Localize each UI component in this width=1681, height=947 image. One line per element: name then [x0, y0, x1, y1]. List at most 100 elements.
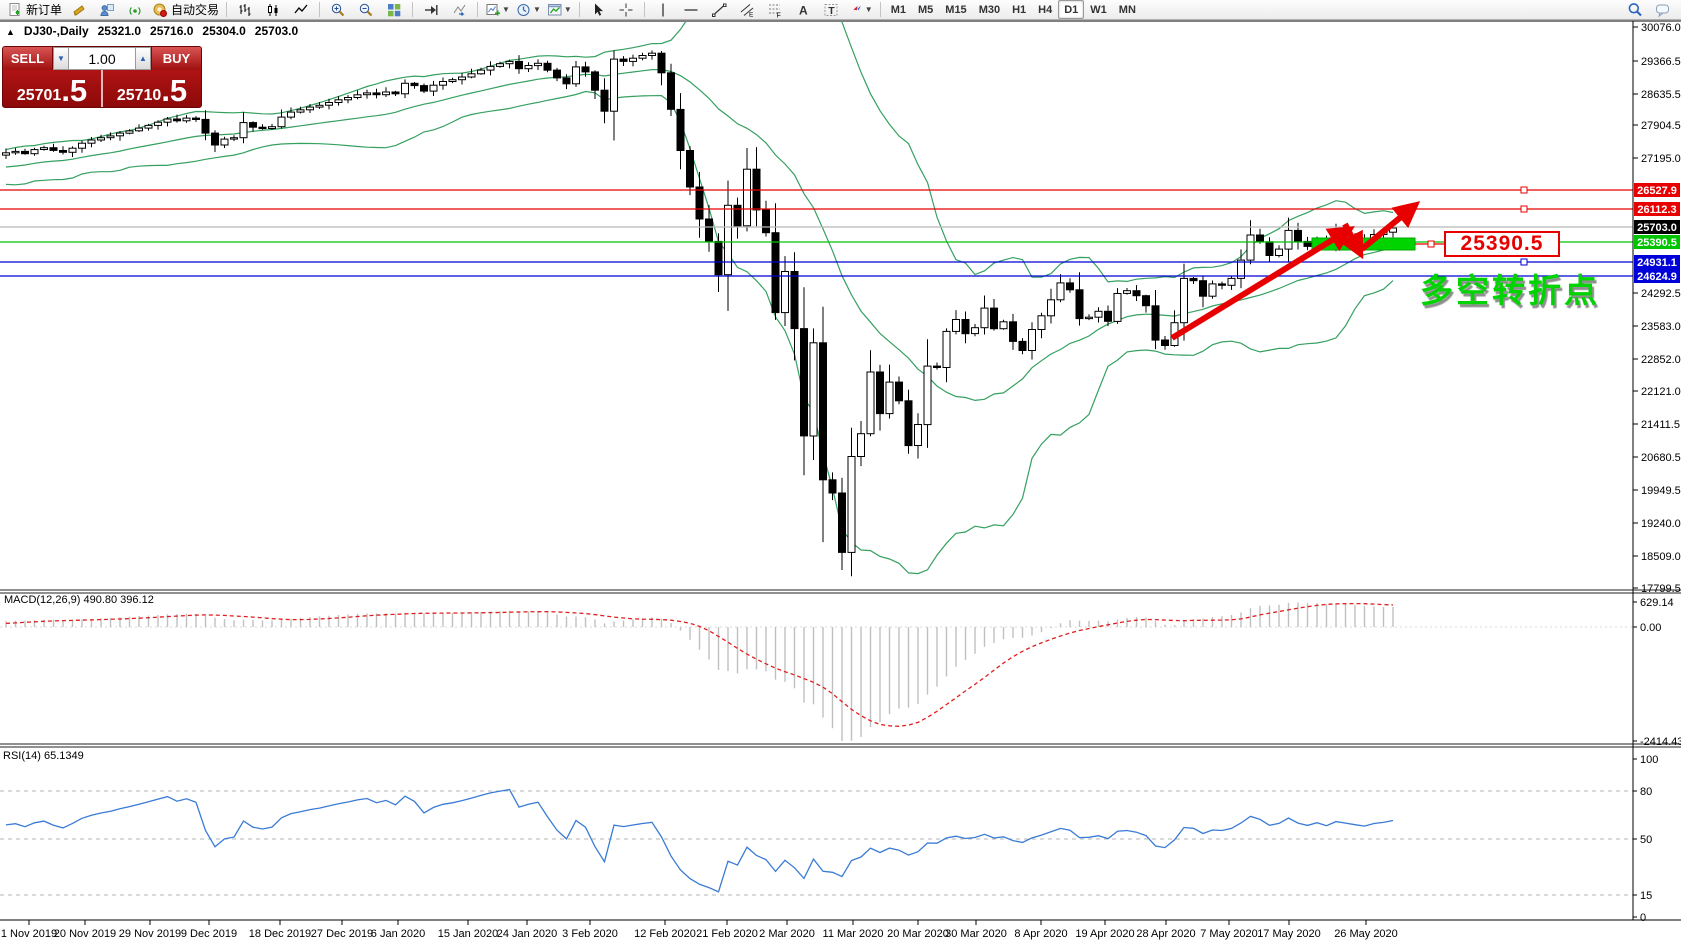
svg-text:A: A	[799, 3, 808, 17]
one-click-trading-panel: SELL ▼ 1.00 ▲ BUY 25701.5 25710.5	[2, 46, 202, 108]
template-button[interactable]: ▼	[544, 0, 575, 20]
date-axis-label: 18 Dec 2019	[249, 928, 311, 940]
price-callout-label[interactable]: 25390.5	[1444, 231, 1560, 257]
timeframe-MN-button[interactable]: MN	[1118, 3, 1136, 16]
main-toolbar: 新订单 自动交易 ▼ ▼ ▼ E F A T ▼ M1 M5 M15 M30 H1 H4 D1 W1 MN	[0, 0, 1681, 20]
trendline-button[interactable]	[705, 0, 733, 20]
candle-body	[163, 118, 172, 123]
candle-body	[1075, 289, 1084, 320]
arrows-button[interactable]: ▼	[845, 0, 876, 20]
timeframe-H1-button[interactable]: H1	[1012, 3, 1027, 16]
axis-price-line-value: 24624.9	[1637, 271, 1677, 283]
toolbar-separator	[578, 2, 580, 17]
candle-body	[1151, 305, 1160, 341]
vertical-line-button[interactable]	[649, 0, 677, 20]
tag-connector-handle[interactable]	[1427, 240, 1435, 248]
price-axis-label: 20680.5	[1641, 452, 1681, 464]
candle-body	[220, 138, 229, 146]
price-axis-label: 30076.0	[1641, 22, 1681, 34]
channel-button[interactable]: E	[733, 0, 761, 20]
turning-point-annotation[interactable]: 多空转折点	[1420, 272, 1600, 309]
axis-price-line-badge	[1634, 255, 1680, 269]
sell-price[interactable]: 25701.5	[3, 70, 103, 107]
text-label-button[interactable]: T	[817, 0, 845, 20]
candle-body	[638, 55, 647, 59]
timeframe-M1-button[interactable]: M1	[890, 3, 906, 16]
line-chart-button[interactable]	[287, 0, 315, 20]
volume-input[interactable]: 1.00	[69, 47, 135, 70]
candle-body	[895, 381, 903, 402]
sell-button[interactable]: SELL	[3, 47, 53, 70]
candle-body	[1104, 310, 1112, 322]
line-handle[interactable]	[1520, 186, 1528, 194]
date-axis-label: 29 Nov 2019	[119, 928, 181, 940]
timeframe-M30-button[interactable]: M30	[978, 3, 1001, 16]
timeframe-D1-button[interactable]: D1	[1058, 0, 1085, 19]
buy-button[interactable]: BUY	[151, 47, 201, 70]
text-button[interactable]: A	[789, 0, 817, 20]
shift-icon	[425, 4, 438, 15]
cursor-button[interactable]	[584, 0, 612, 20]
candle-body	[467, 73, 476, 78]
price-axis-label: 19240.0	[1641, 518, 1681, 530]
candle-body	[211, 132, 219, 146]
chart-profile-button[interactable]	[65, 0, 93, 20]
line-handle[interactable]	[1520, 205, 1528, 213]
timeframe-M5-button[interactable]: M5	[918, 3, 934, 16]
candle-body	[154, 121, 162, 126]
trend-arrow-up-1[interactable]	[1170, 226, 1355, 341]
candle-chart-button[interactable]	[259, 0, 287, 20]
candle-body	[1180, 277, 1188, 324]
collapse-panel-icon[interactable]: ▲	[6, 27, 15, 37]
volume-decrease-button[interactable]: ▼	[53, 47, 69, 70]
candle-body	[581, 66, 590, 73]
signals-button[interactable]	[121, 0, 149, 20]
chat-button[interactable]	[1649, 0, 1677, 20]
dropdown-caret-icon: ▼	[563, 5, 572, 14]
horizontal-line-button[interactable]	[677, 0, 705, 20]
trend-arrow-up-2[interactable]	[1360, 201, 1421, 252]
candle-body	[657, 52, 666, 74]
candle-body	[819, 342, 827, 481]
zoom-in-button[interactable]	[324, 0, 352, 20]
tile-windows-button[interactable]	[380, 0, 408, 20]
timeframe-M15-button[interactable]: M15	[945, 3, 967, 16]
candle-body	[971, 327, 979, 335]
auto-trading-button[interactable]: 自动交易	[149, 0, 222, 20]
candle-body	[49, 147, 58, 151]
volume-increase-button[interactable]: ▲	[135, 47, 151, 70]
price-axis-label: 29366.5	[1641, 56, 1681, 68]
candle-body	[714, 240, 723, 276]
zoom-out-button[interactable]	[352, 0, 380, 20]
search-button[interactable]	[1621, 0, 1649, 20]
candle-body	[667, 72, 675, 110]
new-chart-button[interactable]: ▼	[482, 0, 513, 20]
sell-price-main: 25701	[16, 87, 62, 104]
market-watch-button[interactable]	[93, 0, 121, 20]
crosshair-icon	[619, 3, 633, 16]
timeframe-W1-button[interactable]: W1	[1090, 3, 1107, 16]
candle-body	[942, 330, 951, 368]
line-handle[interactable]	[1520, 258, 1528, 266]
template-icon	[547, 3, 562, 15]
toolbar-separator	[319, 2, 321, 17]
period-button[interactable]: ▼	[513, 0, 544, 20]
buy-price[interactable]: 25710.5	[103, 70, 201, 107]
chart-shift-button[interactable]	[417, 0, 445, 20]
auto-scroll-button[interactable]	[445, 0, 473, 20]
candle-body	[439, 81, 447, 86]
fibonacci-button[interactable]: F	[761, 0, 789, 20]
candle-body	[904, 400, 913, 447]
newchart-icon	[486, 3, 501, 15]
candle-body	[496, 63, 504, 67]
candle-body	[106, 135, 115, 139]
axis-price-line-badge	[1634, 183, 1680, 197]
bar-chart-button[interactable]	[231, 0, 259, 20]
price-axis-label: 23583.0	[1641, 321, 1681, 333]
timeframe-H4-button[interactable]: H4	[1038, 3, 1053, 16]
new-order-button[interactable]: 新订单	[4, 0, 65, 20]
crosshair-button[interactable]	[612, 0, 640, 20]
axis-price-line-badge	[1634, 202, 1680, 216]
pullback-arrow-down[interactable]	[1339, 222, 1364, 260]
